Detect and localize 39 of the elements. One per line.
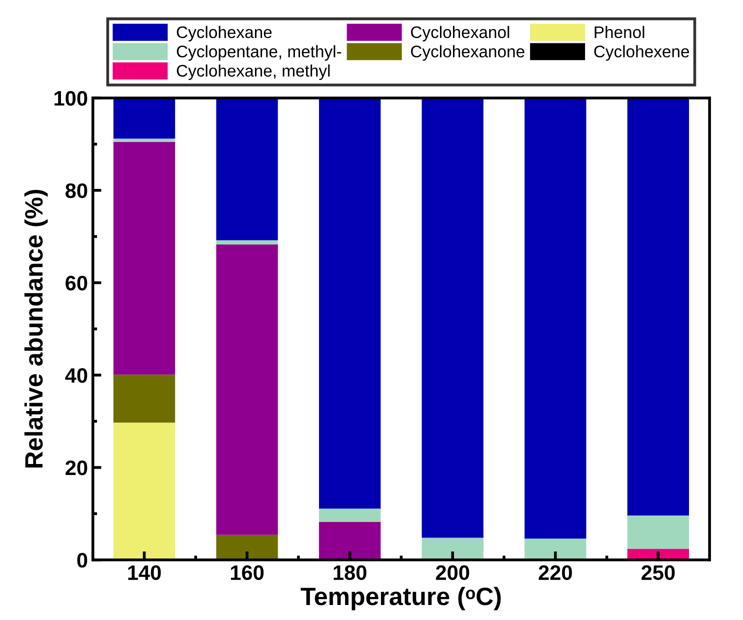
bar	[216, 244, 278, 535]
y-tick-label: 20	[66, 460, 88, 476]
bar	[422, 538, 484, 560]
bar	[216, 240, 278, 244]
bar	[216, 534, 278, 560]
bar	[627, 98, 690, 516]
legend-label: Phenol	[594, 26, 644, 38]
legend-label: Cyclohexene	[594, 45, 690, 61]
x-tick-label: 220	[538, 565, 572, 580]
x-tick-label: 180	[334, 565, 366, 580]
bar	[318, 98, 381, 509]
x-axis-title: Temperature (ᵒC)	[300, 586, 501, 610]
legend-label: Cyclohexane, methyl	[176, 64, 330, 80]
x-tick-label: 160	[230, 565, 264, 580]
bar	[113, 374, 176, 423]
bar	[113, 422, 176, 560]
bar	[627, 516, 690, 549]
legend-label: Cyclopentane, methyl-	[176, 45, 342, 61]
y-tick-label: 100	[54, 90, 88, 106]
y-tick-label: 0	[77, 552, 88, 568]
x-tick-label: 140	[128, 565, 161, 580]
bar	[113, 98, 176, 139]
x-tick-label: 250	[642, 565, 675, 580]
bar	[216, 98, 278, 240]
bar	[524, 538, 586, 560]
bar	[422, 98, 484, 538]
bar	[524, 98, 586, 539]
y-tick-label: 80	[66, 183, 88, 198]
bar	[113, 138, 176, 142]
legend-label: Cyclohexanol	[411, 26, 510, 42]
legend-label: Cyclohexane	[176, 26, 272, 42]
y-tick-label: 40	[65, 368, 88, 383]
y-axis-title: Relative abundance (%)	[24, 190, 48, 468]
y-tick-label: 60	[66, 276, 88, 290]
bar	[113, 142, 176, 375]
x-tick-label: 200	[436, 565, 470, 580]
legend-label: Cyclohexanone	[411, 45, 524, 61]
bar	[318, 508, 381, 522]
bar	[318, 522, 381, 560]
